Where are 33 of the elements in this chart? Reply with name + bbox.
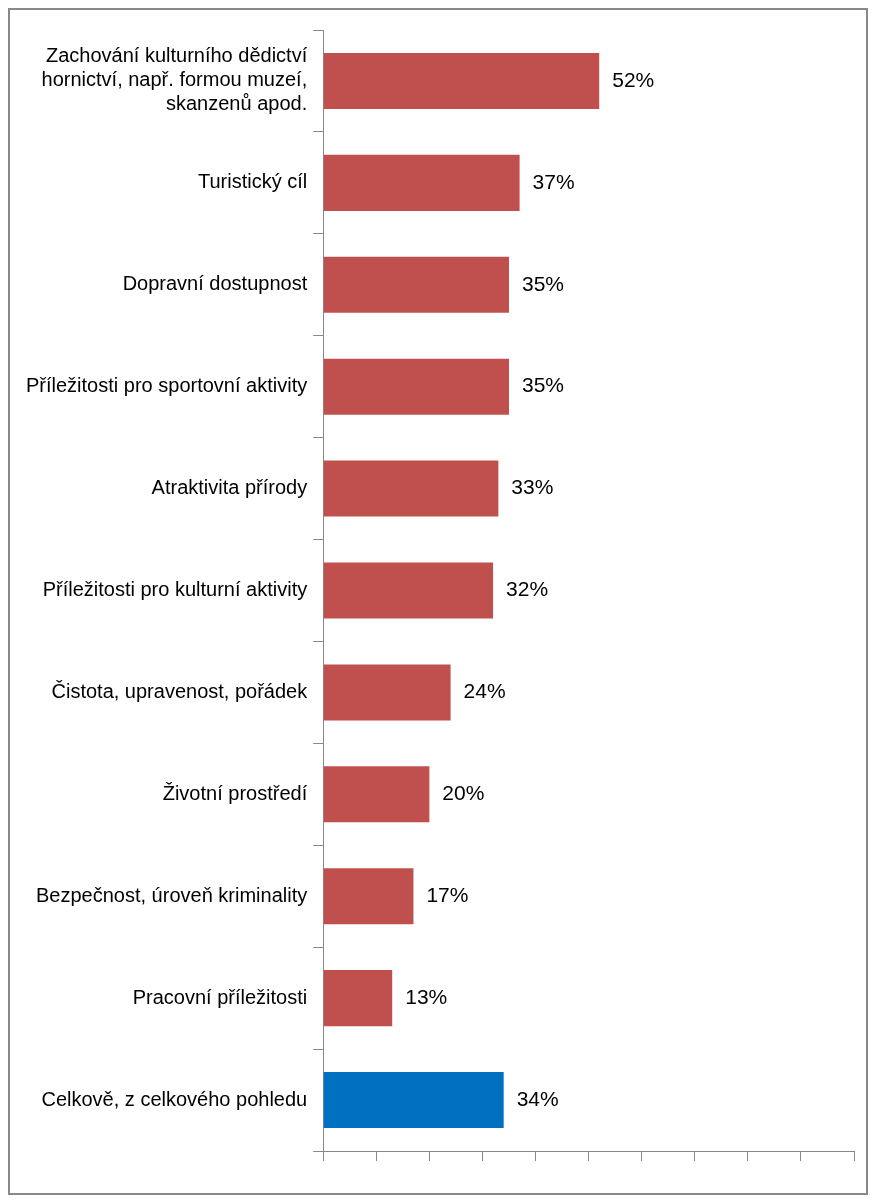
y-tick-label: Celkově, z celkového pohledu xyxy=(41,1087,308,1110)
bar xyxy=(323,460,499,517)
y-tick-label: Bezpečnost, úroveň kriminality xyxy=(35,883,308,906)
bar xyxy=(323,1072,504,1129)
data-label: 33% xyxy=(511,475,554,499)
bar xyxy=(323,562,494,619)
bar xyxy=(323,868,414,925)
y-tick-label: Dopravní dostupnost xyxy=(122,272,308,295)
y-tick-label: Čistota, upravenost, pořádek xyxy=(51,679,309,702)
data-label: 34% xyxy=(516,1086,559,1110)
y-tick-label: Atraktivita přírody xyxy=(151,476,308,499)
data-label: 17% xyxy=(426,883,469,907)
bar xyxy=(323,52,600,109)
y-tick-label: Zachování kulturního dědictví hornictví, např. formou muzeí, skanzenů apod. xyxy=(41,44,308,115)
bar xyxy=(323,154,520,211)
bar xyxy=(323,358,509,415)
data-label: 35% xyxy=(521,271,565,295)
data-label: 32% xyxy=(506,577,549,601)
y-tick-label: Životní prostředí xyxy=(162,781,308,804)
y-tick-label: Turistický cíl xyxy=(197,170,308,193)
data-label: 24% xyxy=(463,679,506,703)
bar xyxy=(323,970,393,1027)
bar xyxy=(323,664,451,721)
bar xyxy=(323,766,430,823)
data-label: 35% xyxy=(521,373,565,397)
bar xyxy=(323,256,509,313)
y-tick-label: Příležitosti pro kulturní aktivity xyxy=(42,578,308,601)
y-tick-label: Pracovní příležitosti xyxy=(132,985,308,1008)
data-label: 20% xyxy=(442,781,485,805)
data-label: 37% xyxy=(532,169,575,193)
y-tick-label: Příležitosti pro sportovní aktivity xyxy=(25,374,308,397)
data-label: 52% xyxy=(612,67,655,91)
data-label: 13% xyxy=(405,984,448,1008)
